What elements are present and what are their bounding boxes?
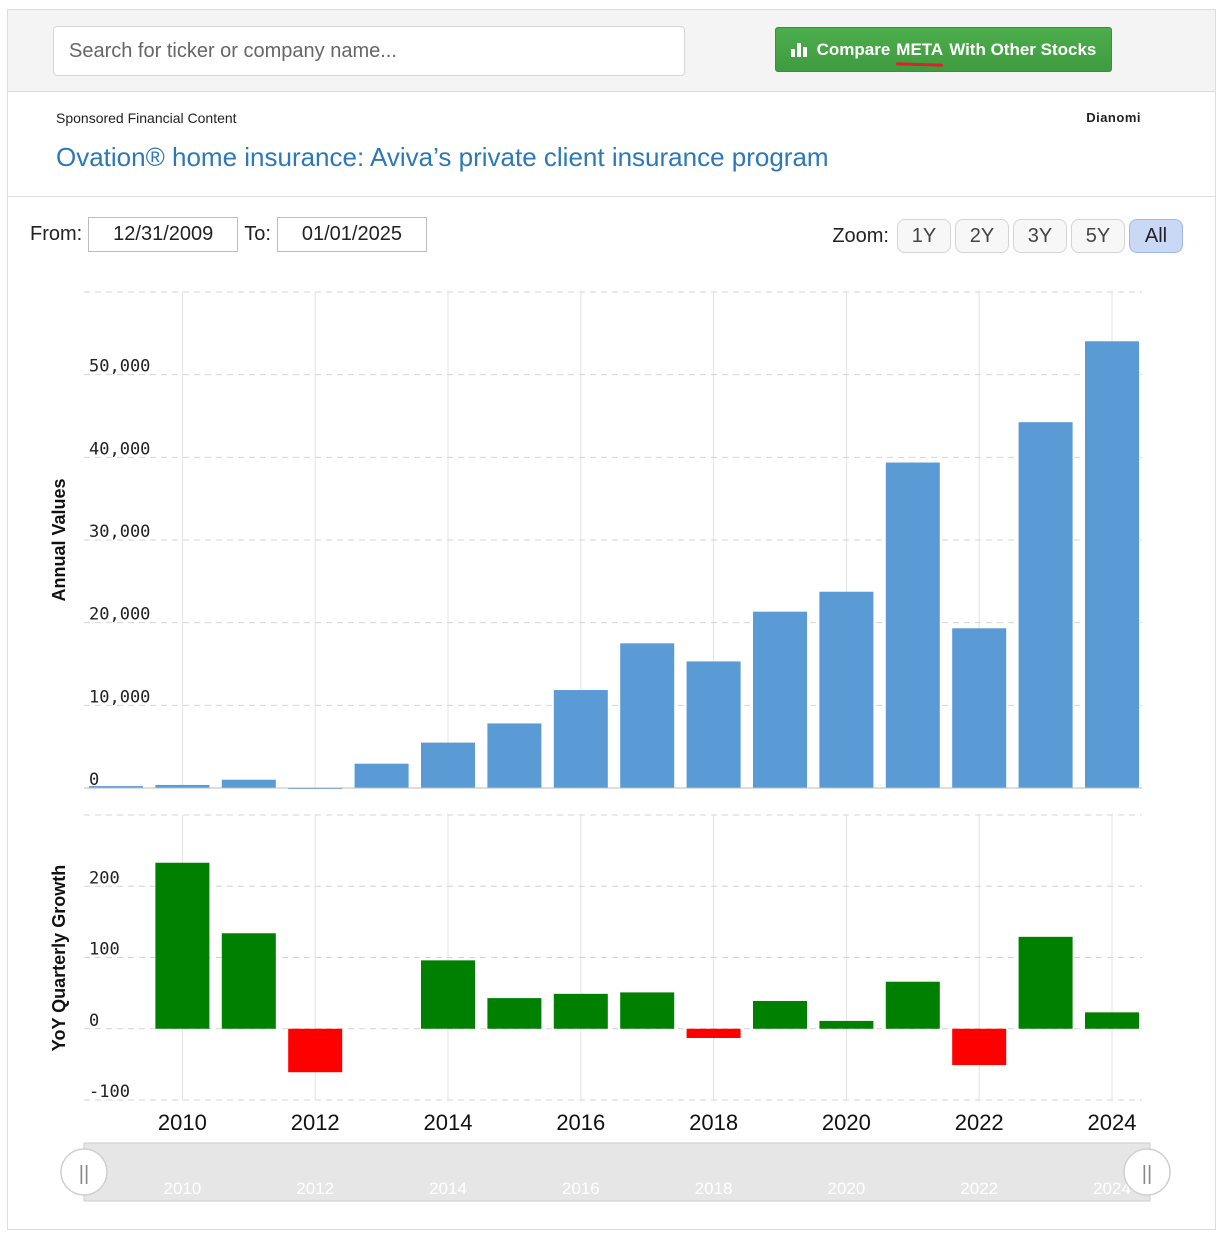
- annual-value-bar: [553, 690, 608, 788]
- y-tick-label: 0: [89, 770, 99, 790]
- growth-bar: [686, 1028, 741, 1039]
- growth-bar: [1018, 936, 1073, 1029]
- navigator-left-handle[interactable]: [60, 1148, 108, 1196]
- x-tick-label: 2012: [291, 1110, 340, 1135]
- y-tick-label: 200: [89, 868, 120, 888]
- compare-suffix: With Other Stocks: [949, 39, 1097, 59]
- growth-bar: [819, 1020, 874, 1029]
- to-date-input[interactable]: 01/01/2025: [276, 217, 427, 252]
- zoom-label: Zoom:: [832, 224, 889, 247]
- zoom-2y-button[interactable]: 2Y: [955, 219, 1009, 253]
- navigator-year-label: 2020: [827, 1179, 865, 1198]
- annual-value-bar: [819, 591, 874, 788]
- zoom-5y-button[interactable]: 5Y: [1071, 219, 1125, 253]
- navigator-year-label: 2014: [429, 1179, 467, 1198]
- x-tick-label: 2014: [424, 1110, 473, 1135]
- sponsored-content: Sponsored Financial Content Dianomi Ovat…: [8, 92, 1215, 197]
- zoom-1y-button[interactable]: 1Y: [897, 219, 951, 253]
- zoom-all-button[interactable]: All: [1129, 219, 1183, 253]
- to-label: To:: [244, 223, 271, 245]
- navigator-year-label: 2012: [296, 1179, 334, 1198]
- annual-value-bar: [686, 661, 741, 788]
- growth-bar: [753, 1000, 807, 1029]
- search-bar: Compare META With Other Stocks: [8, 10, 1215, 92]
- growth-bar: [221, 933, 276, 1029]
- search-input[interactable]: [53, 26, 685, 76]
- compare-prefix: Compare: [816, 39, 891, 59]
- growth-bar: [421, 960, 475, 1029]
- bar-chart-icon: [790, 42, 807, 57]
- from-date-input[interactable]: 12/31/2009: [88, 217, 239, 252]
- annual-value-bar: [221, 779, 276, 788]
- sponsor-label: Sponsored Financial Content: [56, 110, 237, 126]
- compare-ticker: META: [896, 39, 944, 59]
- navigator-right-handle[interactable]: [1123, 1148, 1171, 1196]
- annual-value-bar: [354, 763, 409, 788]
- navigator-year-label: 2022: [960, 1179, 998, 1198]
- annual-value-bar: [421, 742, 475, 788]
- zoom-3y-button[interactable]: 3Y: [1013, 219, 1067, 253]
- annual-value-bar: [952, 628, 1007, 788]
- zoom-controls: Zoom: 1Y 2Y 3Y 5Y All: [832, 219, 1183, 253]
- growth-bar: [155, 862, 210, 1029]
- range-navigator: [83, 1142, 1151, 1202]
- y-axis-title: YoY Quarterly Growth: [49, 865, 69, 1051]
- y-tick-label: 30,000: [89, 522, 150, 542]
- y-tick-label: 0: [89, 1011, 99, 1031]
- growth-bar: [487, 998, 542, 1029]
- x-tick-label: 2022: [955, 1110, 1004, 1135]
- y-tick-label: 20,000: [89, 605, 150, 625]
- growth-bar: [885, 981, 940, 1029]
- growth-bar: [553, 993, 608, 1029]
- x-tick-label: 2018: [689, 1110, 738, 1135]
- compare-stocks-button[interactable]: Compare META With Other Stocks: [775, 27, 1112, 72]
- growth-bar: [952, 1028, 1007, 1066]
- date-range: From: 12/31/2009 To: 01/01/2025: [30, 217, 433, 252]
- from-label: From:: [30, 223, 83, 245]
- navigator-year-label: 2018: [695, 1179, 733, 1198]
- x-tick-label: 2024: [1088, 1110, 1137, 1135]
- annual-value-bar: [1018, 422, 1073, 788]
- growth-bar: [288, 1028, 343, 1073]
- annual-value-bar: [89, 786, 143, 788]
- annual-value-bar: [487, 723, 542, 788]
- y-tick-label: 10,000: [89, 687, 150, 707]
- annual-value-bar: [620, 643, 675, 788]
- drag-handle-icon: ||: [1142, 1163, 1152, 1185]
- growth-bar: [620, 992, 675, 1029]
- x-tick-label: 2010: [158, 1110, 207, 1135]
- navigator-year-label: 2024: [1093, 1179, 1131, 1198]
- growth-bar: [1085, 1012, 1139, 1029]
- annual-value-bar: [155, 784, 210, 788]
- y-axis-title: Annual Values: [49, 478, 69, 601]
- sponsor-headline-link[interactable]: Ovation® home insurance: Aviva’s private…: [56, 142, 829, 172]
- annual-value-bar: [1085, 341, 1139, 788]
- y-tick-label: 40,000: [89, 439, 150, 459]
- x-tick-label: 2020: [822, 1110, 871, 1135]
- drag-handle-icon: ||: [79, 1163, 89, 1185]
- sponsor-brand-logo: Dianomi: [1086, 110, 1141, 125]
- y-tick-label: -100: [89, 1082, 130, 1102]
- annual-value-bar: [885, 462, 940, 788]
- x-tick-label: 2016: [556, 1110, 605, 1135]
- navigator-year-label: 2010: [163, 1179, 201, 1198]
- y-tick-label: 50,000: [89, 357, 150, 377]
- y-tick-label: 100: [89, 940, 120, 960]
- navigator-year-label: 2016: [562, 1179, 600, 1198]
- annual-value-bar: [753, 611, 807, 788]
